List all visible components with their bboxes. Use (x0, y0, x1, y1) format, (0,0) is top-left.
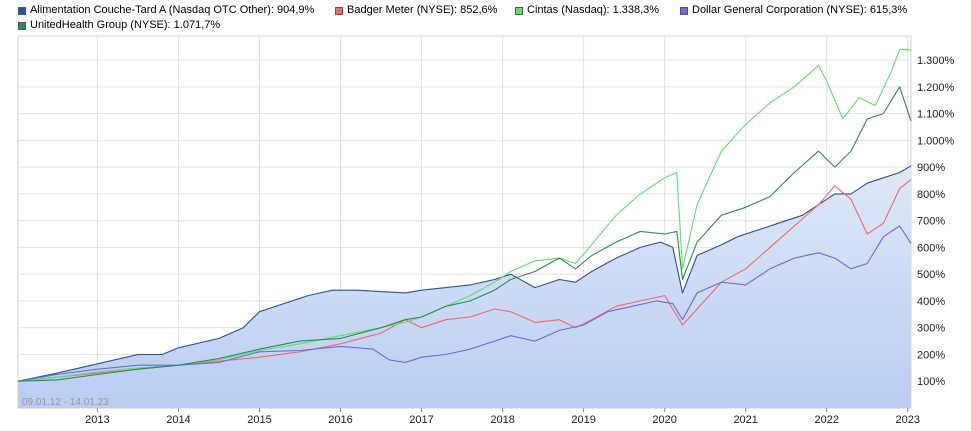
y-tick-label: 1.100% (917, 109, 955, 121)
legend-item-cintas: Cintas (Nasdaq): 1.338,3% (515, 4, 659, 17)
series-line-unitedhealth-group-nyse (17, 86, 912, 382)
series-line-dollar-general-corporation-nyse (17, 225, 912, 382)
y-tick-label: 200% (917, 349, 945, 361)
chart-legend: Alimentation Couche-Tard A (Nasdaq OTC O… (0, 0, 971, 36)
legend-label-unitedhealth: UnitedHealth Group (NYSE): 1.071,7% (30, 19, 221, 31)
series-line-alimentation-couche-tard-a-nasdaq-otc-other (17, 165, 912, 382)
legend-swatch-couche-tard (18, 6, 26, 15)
x-tick-label: 2017 (409, 414, 433, 426)
legend-label-couche-tard: Alimentation Couche-Tard A (Nasdaq OTC O… (30, 4, 315, 16)
x-tick-label: 2020 (652, 414, 676, 426)
x-tick-label: 2013 (85, 414, 109, 426)
x-tick-label: 2015 (247, 414, 271, 426)
y-tick-label: 600% (917, 242, 945, 254)
legend-label-cintas: Cintas (Nasdaq): 1.338,3% (527, 4, 660, 16)
chart-areas (18, 165, 911, 408)
legend-item-dollar-general: Dollar General Corporation (NYSE): 615,3… (680, 4, 907, 17)
legend-item-couche-tard: Alimentation Couche-Tard A (Nasdaq OTC O… (18, 4, 314, 17)
chart-series (17, 48, 912, 382)
series-line-cintas-nasdaq (17, 48, 912, 382)
legend-label-badger-meter: Badger Meter (NYSE): 852,6% (347, 4, 498, 16)
series-line-badger-meter-nyse (17, 179, 912, 382)
legend-swatch-dollar-general (680, 6, 688, 15)
y-tick-label: 900% (917, 162, 945, 174)
y-tick-label: 300% (917, 323, 945, 335)
legend-label-dollar-general: Dollar General Corporation (NYSE): 615,3… (692, 4, 908, 16)
x-tick-label: 2021 (733, 414, 757, 426)
y-tick-label: 700% (917, 216, 945, 228)
x-tick-label: 2018 (490, 414, 514, 426)
legend-swatch-unitedhealth (18, 21, 26, 30)
y-tick-label: 1.200% (917, 82, 955, 94)
legend-swatch-cintas (515, 6, 523, 15)
series-area-alimentation-couche-tard-a-nasdaq-otc-other (18, 165, 911, 408)
x-tick-label: 2022 (814, 414, 838, 426)
y-tick-label: 800% (917, 189, 945, 201)
x-tick-label: 2014 (166, 414, 190, 426)
chart-axes: 2013 2014 2015 2016 2017 2018 2019 2020 2021 2022… (85, 55, 954, 426)
y-tick-label: 500% (917, 269, 945, 281)
legend-swatch-badger-meter (335, 6, 343, 15)
y-tick-label: 100% (917, 376, 945, 388)
x-tick-label: 2019 (571, 414, 595, 426)
x-tick-label: 2016 (328, 414, 352, 426)
date-range-label: 09.01.12 - 14.01.23 (22, 397, 109, 408)
y-tick-label: 400% (917, 296, 945, 308)
legend-item-badger-meter: Badger Meter (NYSE): 852,6% (335, 4, 497, 17)
legend-item-unitedhealth: UnitedHealth Group (NYSE): 1.071,7% (18, 19, 220, 32)
x-tick-label: 2023 (896, 414, 920, 426)
y-tick-label: 1.000% (917, 135, 955, 147)
y-tick-label: 1.300% (917, 55, 955, 67)
